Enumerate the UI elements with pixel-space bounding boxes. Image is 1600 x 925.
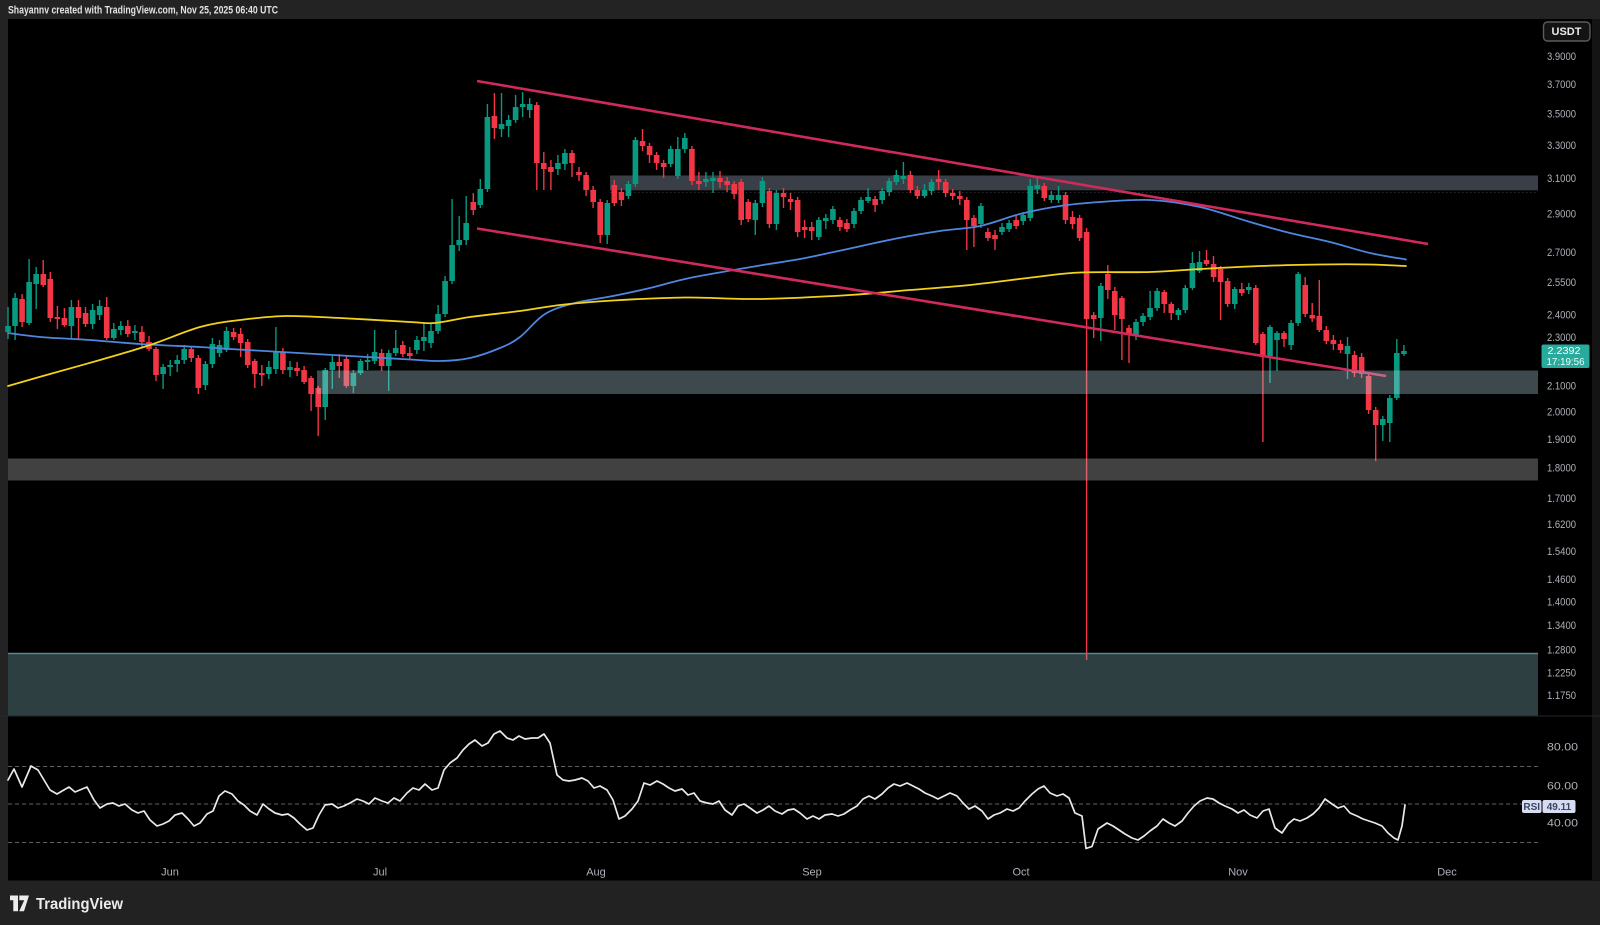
svg-text:2.7000: 2.7000 — [1547, 247, 1576, 259]
svg-text:Oct: Oct — [1012, 867, 1029, 879]
svg-text:3.9000: 3.9000 — [1547, 51, 1576, 63]
svg-text:2.1000: 2.1000 — [1547, 381, 1576, 393]
svg-text:2.5500: 2.5500 — [1547, 277, 1576, 289]
svg-text:1.8000: 1.8000 — [1547, 463, 1576, 475]
svg-text:Aug: Aug — [586, 867, 606, 879]
svg-text:3.1000: 3.1000 — [1547, 173, 1576, 185]
svg-text:2.3000: 2.3000 — [1547, 332, 1576, 344]
svg-text:USDT: USDT — [1552, 26, 1582, 38]
svg-text:3.7000: 3.7000 — [1547, 79, 1576, 91]
svg-text:2.4000: 2.4000 — [1547, 310, 1576, 322]
svg-text:Dec: Dec — [1437, 867, 1457, 879]
svg-text:3.5000: 3.5000 — [1547, 109, 1576, 121]
svg-text:60.00: 60.00 — [1547, 780, 1578, 792]
svg-text:RSI: RSI — [1523, 802, 1540, 813]
svg-text:40.00: 40.00 — [1547, 818, 1578, 830]
svg-text:1.1750: 1.1750 — [1547, 690, 1576, 702]
svg-text:Sep: Sep — [802, 867, 822, 879]
svg-text:1.2800: 1.2800 — [1547, 644, 1576, 656]
svg-text:17:19:56: 17:19:56 — [1547, 356, 1585, 368]
svg-text:2.9000: 2.9000 — [1547, 209, 1576, 221]
svg-text:Jun: Jun — [161, 867, 179, 879]
svg-text:49.11: 49.11 — [1547, 802, 1572, 813]
svg-text:Jul: Jul — [373, 867, 387, 879]
svg-text:1.9000: 1.9000 — [1547, 434, 1576, 446]
svg-text:2.2392: 2.2392 — [1548, 345, 1581, 357]
svg-text:Nov: Nov — [1228, 867, 1248, 879]
svg-text:TradingView: TradingView — [36, 896, 124, 913]
svg-text:Shayannv created with TradingV: Shayannv created with TradingView.com, N… — [8, 5, 278, 17]
svg-text:1.6200: 1.6200 — [1547, 519, 1576, 531]
svg-text:1.5400: 1.5400 — [1547, 546, 1576, 558]
svg-text:1.2250: 1.2250 — [1547, 668, 1576, 680]
svg-text:3.3000: 3.3000 — [1547, 140, 1576, 152]
svg-text:2.0000: 2.0000 — [1547, 407, 1576, 419]
svg-text:1.7000: 1.7000 — [1547, 493, 1576, 505]
svg-text:1.3400: 1.3400 — [1547, 620, 1576, 632]
svg-text:80.00: 80.00 — [1547, 741, 1578, 753]
svg-text:1.4000: 1.4000 — [1547, 597, 1576, 609]
svg-text:1.4600: 1.4600 — [1547, 574, 1576, 586]
